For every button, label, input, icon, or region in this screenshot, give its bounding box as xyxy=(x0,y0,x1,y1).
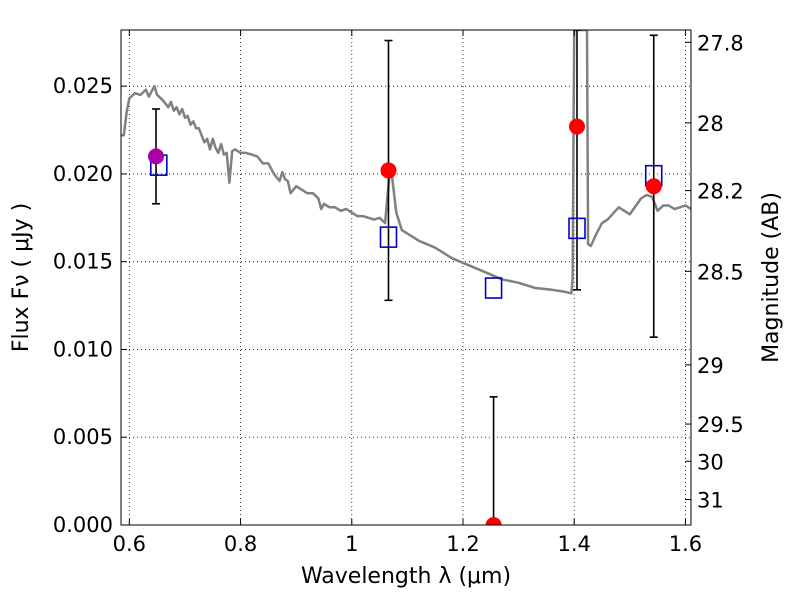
x-tick-label: 1.6 xyxy=(669,532,702,556)
template-sed-layer xyxy=(121,30,691,295)
y-tick-label: 0.020 xyxy=(53,162,113,186)
y2-tick-label: 30 xyxy=(697,450,724,474)
model-photometry-layer xyxy=(150,154,663,299)
observed-photometry-point xyxy=(148,148,165,165)
x-axis-ticks: 0.6 0.8 1 1.2 1.4 1.6 xyxy=(113,30,702,556)
y-tick-label: 0.010 xyxy=(53,337,113,361)
y-tick-label: 0.005 xyxy=(53,425,113,449)
grid-lines xyxy=(121,30,691,526)
y-tick-label: 0.015 xyxy=(53,250,113,274)
x-tick-label: 1.2 xyxy=(446,532,479,556)
observed-photometry-point xyxy=(645,178,662,195)
model-photometry-marker xyxy=(568,217,586,240)
observed-photometry-point xyxy=(380,162,397,179)
observed-photometry-point xyxy=(569,118,585,135)
y2-axis-ticks: 27.8 28 28.2 28.5 29 29.5 30 31 xyxy=(685,31,744,513)
y2-axis-label: Magnitude (AB) xyxy=(759,192,784,363)
model-photometry-marker xyxy=(379,226,398,248)
y2-tick-label: 28 xyxy=(697,112,724,136)
plot-frame xyxy=(120,29,692,526)
observed-photometry-layer xyxy=(148,118,662,525)
y-axis-ticks: 0.000 0.005 0.010 0.015 0.020 0.025 xyxy=(53,74,127,537)
observed-photometry-point xyxy=(485,517,502,525)
y2-tick-label: 28.5 xyxy=(697,260,744,284)
x-tick-label: 0.6 xyxy=(113,532,146,556)
x-tick-label: 0.8 xyxy=(224,532,257,556)
y-tick-label: 0.025 xyxy=(53,74,113,98)
y2-tick-label: 29.5 xyxy=(697,413,744,437)
y2-tick-label: 28.2 xyxy=(697,180,744,204)
y2-tick-label: 31 xyxy=(697,489,724,513)
template-sed-line xyxy=(121,30,691,295)
x-tick-label: 1.4 xyxy=(558,532,591,556)
error-bars-layer xyxy=(152,30,658,525)
y-axis-label: Flux Fν ( μJy ) xyxy=(9,203,34,352)
y2-tick-label: 29 xyxy=(697,354,724,378)
x-axis-label: Wavelength λ (μm) xyxy=(301,564,511,589)
x-tick-label: 1 xyxy=(345,532,358,556)
y-tick-label: 0.000 xyxy=(53,513,113,537)
y2-tick-label: 27.8 xyxy=(697,31,744,55)
model-photometry-marker xyxy=(484,277,503,299)
